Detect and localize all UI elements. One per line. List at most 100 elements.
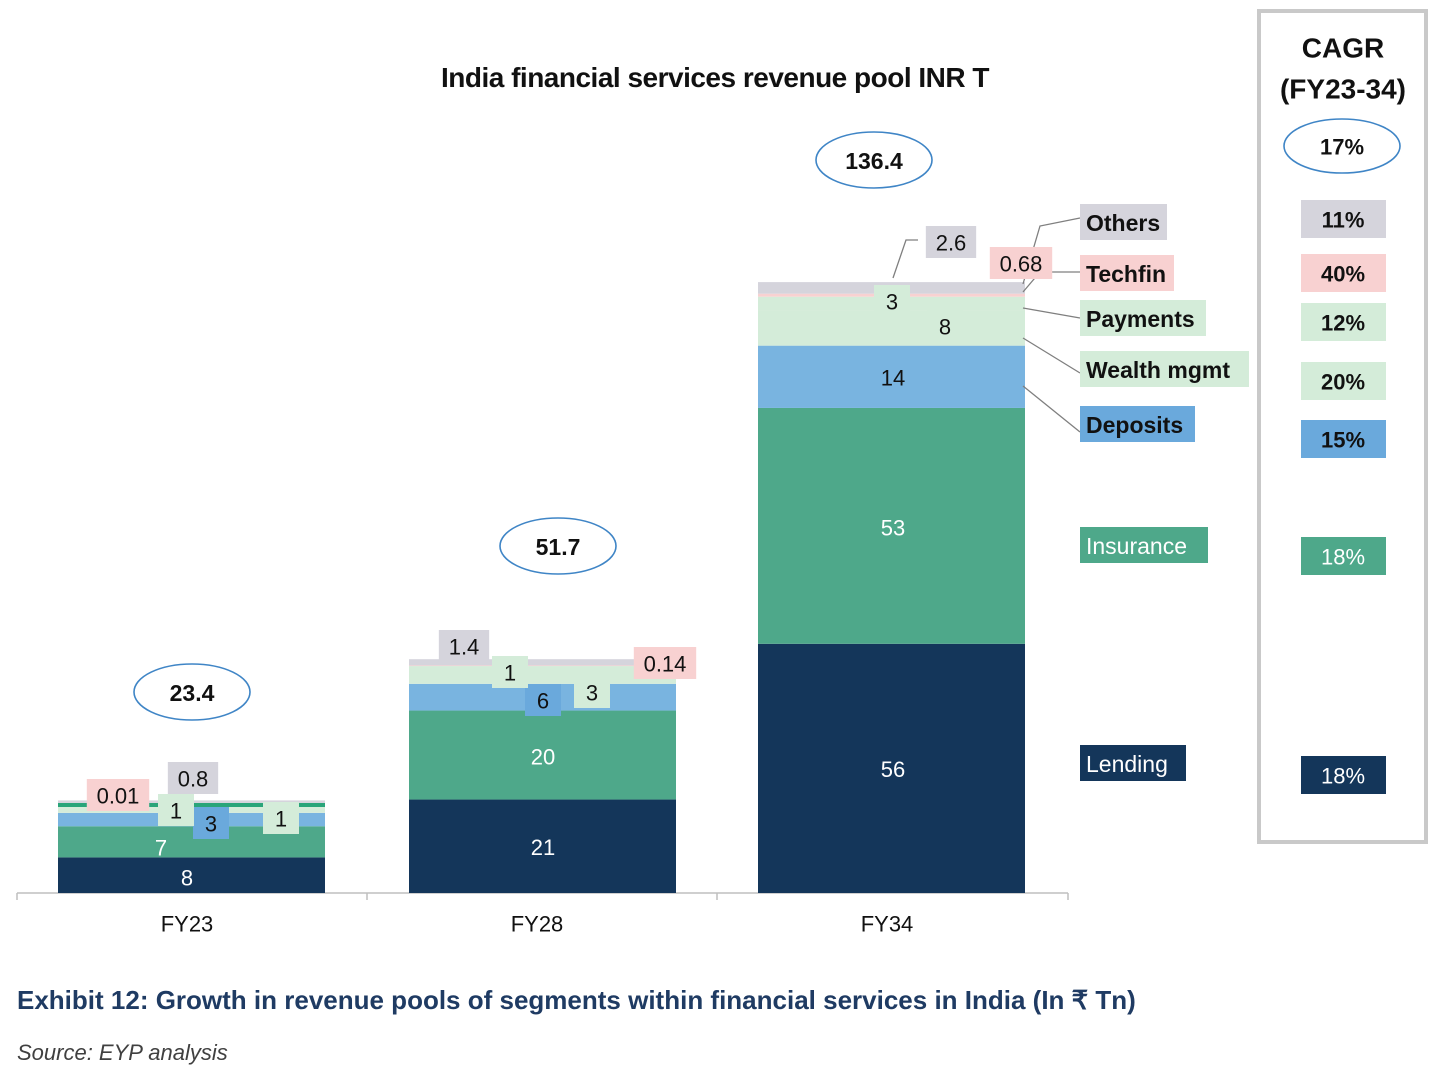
data-label-wealth-fy23: 1	[263, 802, 299, 834]
data-label-wealth-fy28: 3	[574, 676, 610, 708]
leader-payments	[1022, 307, 1081, 319]
total-fy28: 51.7	[499, 517, 617, 575]
total-value-fy23: 23.4	[170, 680, 215, 706]
x-tick-label-fy34: FY34	[861, 912, 914, 937]
data-label-lending-fy34-text: 56	[881, 757, 905, 782]
data-label-deposits-fy23-box	[193, 807, 229, 839]
legend-box-insurance	[1080, 527, 1208, 563]
data-label-payments-fy28: 1	[492, 656, 528, 688]
legend-label-insurance: Insurance	[1086, 533, 1187, 559]
cagr-box-others	[1301, 200, 1386, 238]
data-label-insurance-fy28-text: 20	[531, 745, 555, 770]
bar-techfin-fy28	[409, 665, 676, 667]
data-label-deposits-fy23-text: 3	[205, 812, 217, 837]
legend-others: Others	[1080, 204, 1167, 240]
leader-others-fy34-label	[892, 239, 918, 279]
data-label-others-fy34-box	[925, 226, 977, 258]
data-label-deposits-fy34: 14	[881, 365, 905, 390]
data-label-lending-fy28-text: 21	[531, 835, 555, 860]
data-label-lending-fy23: 8	[181, 866, 193, 891]
legend-label-deposits: Deposits	[1086, 412, 1183, 438]
cagr-box-payments	[1301, 303, 1386, 341]
data-label-techfin-fy34-box	[989, 247, 1053, 279]
cagr-box-lending	[1301, 756, 1386, 794]
legend-deposits: Deposits	[1080, 406, 1195, 442]
bar-others-fy28	[409, 659, 676, 666]
total-fy34: 136.4	[815, 131, 933, 189]
cagr-box-techfin	[1301, 254, 1386, 292]
data-label-lending-fy28: 21	[531, 835, 555, 860]
cagr-value-deposits: 15%	[1321, 428, 1365, 453]
legend-box-payments	[1080, 300, 1206, 336]
data-label-techfin-fy34: 0.68	[989, 247, 1053, 279]
legend-wealth-mgmt: Wealth mgmt	[1080, 351, 1249, 387]
cagr-payments: 12%	[1301, 303, 1386, 341]
data-label-others-fy23: 0.8	[167, 762, 219, 794]
cagr-total-value: 17%	[1320, 135, 1364, 160]
chart-title: India financial services revenue pool IN…	[440, 62, 990, 93]
legend-insurance: Insurance	[1080, 527, 1208, 563]
data-label-insurance-fy28: 20	[531, 745, 555, 770]
total-ellipse-fy28	[499, 517, 617, 575]
data-label-deposits-fy23: 3	[193, 807, 229, 839]
data-label-lending-fy34: 56	[881, 757, 905, 782]
bar-insurance-fy28	[409, 710, 676, 800]
cagr-box-wealth-mgmt	[1301, 362, 1386, 400]
legend-box-others	[1080, 204, 1167, 240]
cagr-wealth-mgmt: 20%	[1301, 362, 1386, 400]
data-label-deposits-fy28: 6	[525, 684, 561, 716]
data-label-others-fy23-text: 0.8	[178, 767, 209, 792]
legend-label-payments: Payments	[1086, 306, 1195, 332]
data-label-wealth-fy28-text: 3	[586, 681, 598, 706]
data-label-deposits-fy28-text: 6	[537, 689, 549, 714]
cagr-insurance: 18%	[1301, 537, 1386, 575]
data-label-payments-fy28-box	[492, 656, 528, 688]
data-label-wealth-fy34: 8	[927, 310, 963, 342]
cagr-techfin: 40%	[1301, 254, 1386, 292]
bar-lending-fy34	[758, 643, 1025, 893]
data-label-payments-fy34-text: 3	[886, 290, 898, 315]
data-label-others-fy28-text: 1.4	[449, 635, 480, 660]
data-label-insurance-fy23-text: 7	[155, 835, 167, 860]
legend-payments: Payments	[1080, 300, 1206, 336]
legend-lending: Lending	[1080, 745, 1186, 781]
legend-label-wealth-mgmt: Wealth mgmt	[1086, 357, 1230, 383]
data-label-wealth-fy34-box	[927, 310, 963, 342]
total-value-fy28: 51.7	[536, 534, 581, 560]
leader-deposits	[1022, 385, 1081, 433]
data-label-others-fy34-text: 2.6	[936, 231, 967, 256]
data-label-wealth-fy23-text: 1	[275, 807, 287, 832]
x-tick-label-fy23: FY23	[161, 912, 214, 937]
data-label-payments-fy34-box	[874, 285, 910, 317]
cagr-value-payments: 12%	[1321, 311, 1365, 336]
cagr-title-line2: (FY23-34)	[1280, 74, 1406, 105]
bar-payments-fy28	[409, 666, 676, 671]
total-value-fy34: 136.4	[845, 148, 903, 174]
cagr-title-line1: CAGR	[1302, 33, 1384, 64]
total-ellipse-fy34	[815, 131, 933, 189]
data-label-others-fy28-box	[438, 630, 490, 662]
legend-box-lending	[1080, 745, 1186, 781]
cagr-lending: 18%	[1301, 756, 1386, 794]
cagr-others: 11%	[1301, 200, 1386, 238]
total-fy23: 23.4	[133, 663, 251, 721]
cagr-box-deposits	[1301, 420, 1386, 458]
data-label-insurance-fy34-text: 53	[881, 515, 905, 540]
x-tick-label-fy28: FY28	[511, 912, 564, 937]
cagr-value-insurance: 18%	[1321, 545, 1365, 570]
total-ellipse-fy23	[133, 663, 251, 721]
data-label-wealth-fy23-box	[263, 802, 299, 834]
data-label-techfin-fy34-text: 0.68	[1000, 252, 1043, 277]
data-label-payments-fy23: 1	[158, 794, 194, 826]
data-label-wealth-fy28-box	[574, 676, 610, 708]
leader-wealth-mgmt	[1022, 337, 1081, 374]
bar-lending-fy28	[409, 799, 676, 893]
cagr-value-others: 11%	[1322, 208, 1365, 233]
data-label-lending-fy23-text: 8	[181, 866, 193, 891]
bar-insurance-fy34	[758, 407, 1025, 644]
data-label-payments-fy28-text: 1	[504, 661, 516, 686]
data-label-techfin-fy23-text: 0.01	[97, 784, 140, 809]
data-label-insurance-fy34: 53	[881, 515, 905, 540]
exhibit-caption: Exhibit 12: Growth in revenue pools of s…	[17, 985, 1136, 1015]
